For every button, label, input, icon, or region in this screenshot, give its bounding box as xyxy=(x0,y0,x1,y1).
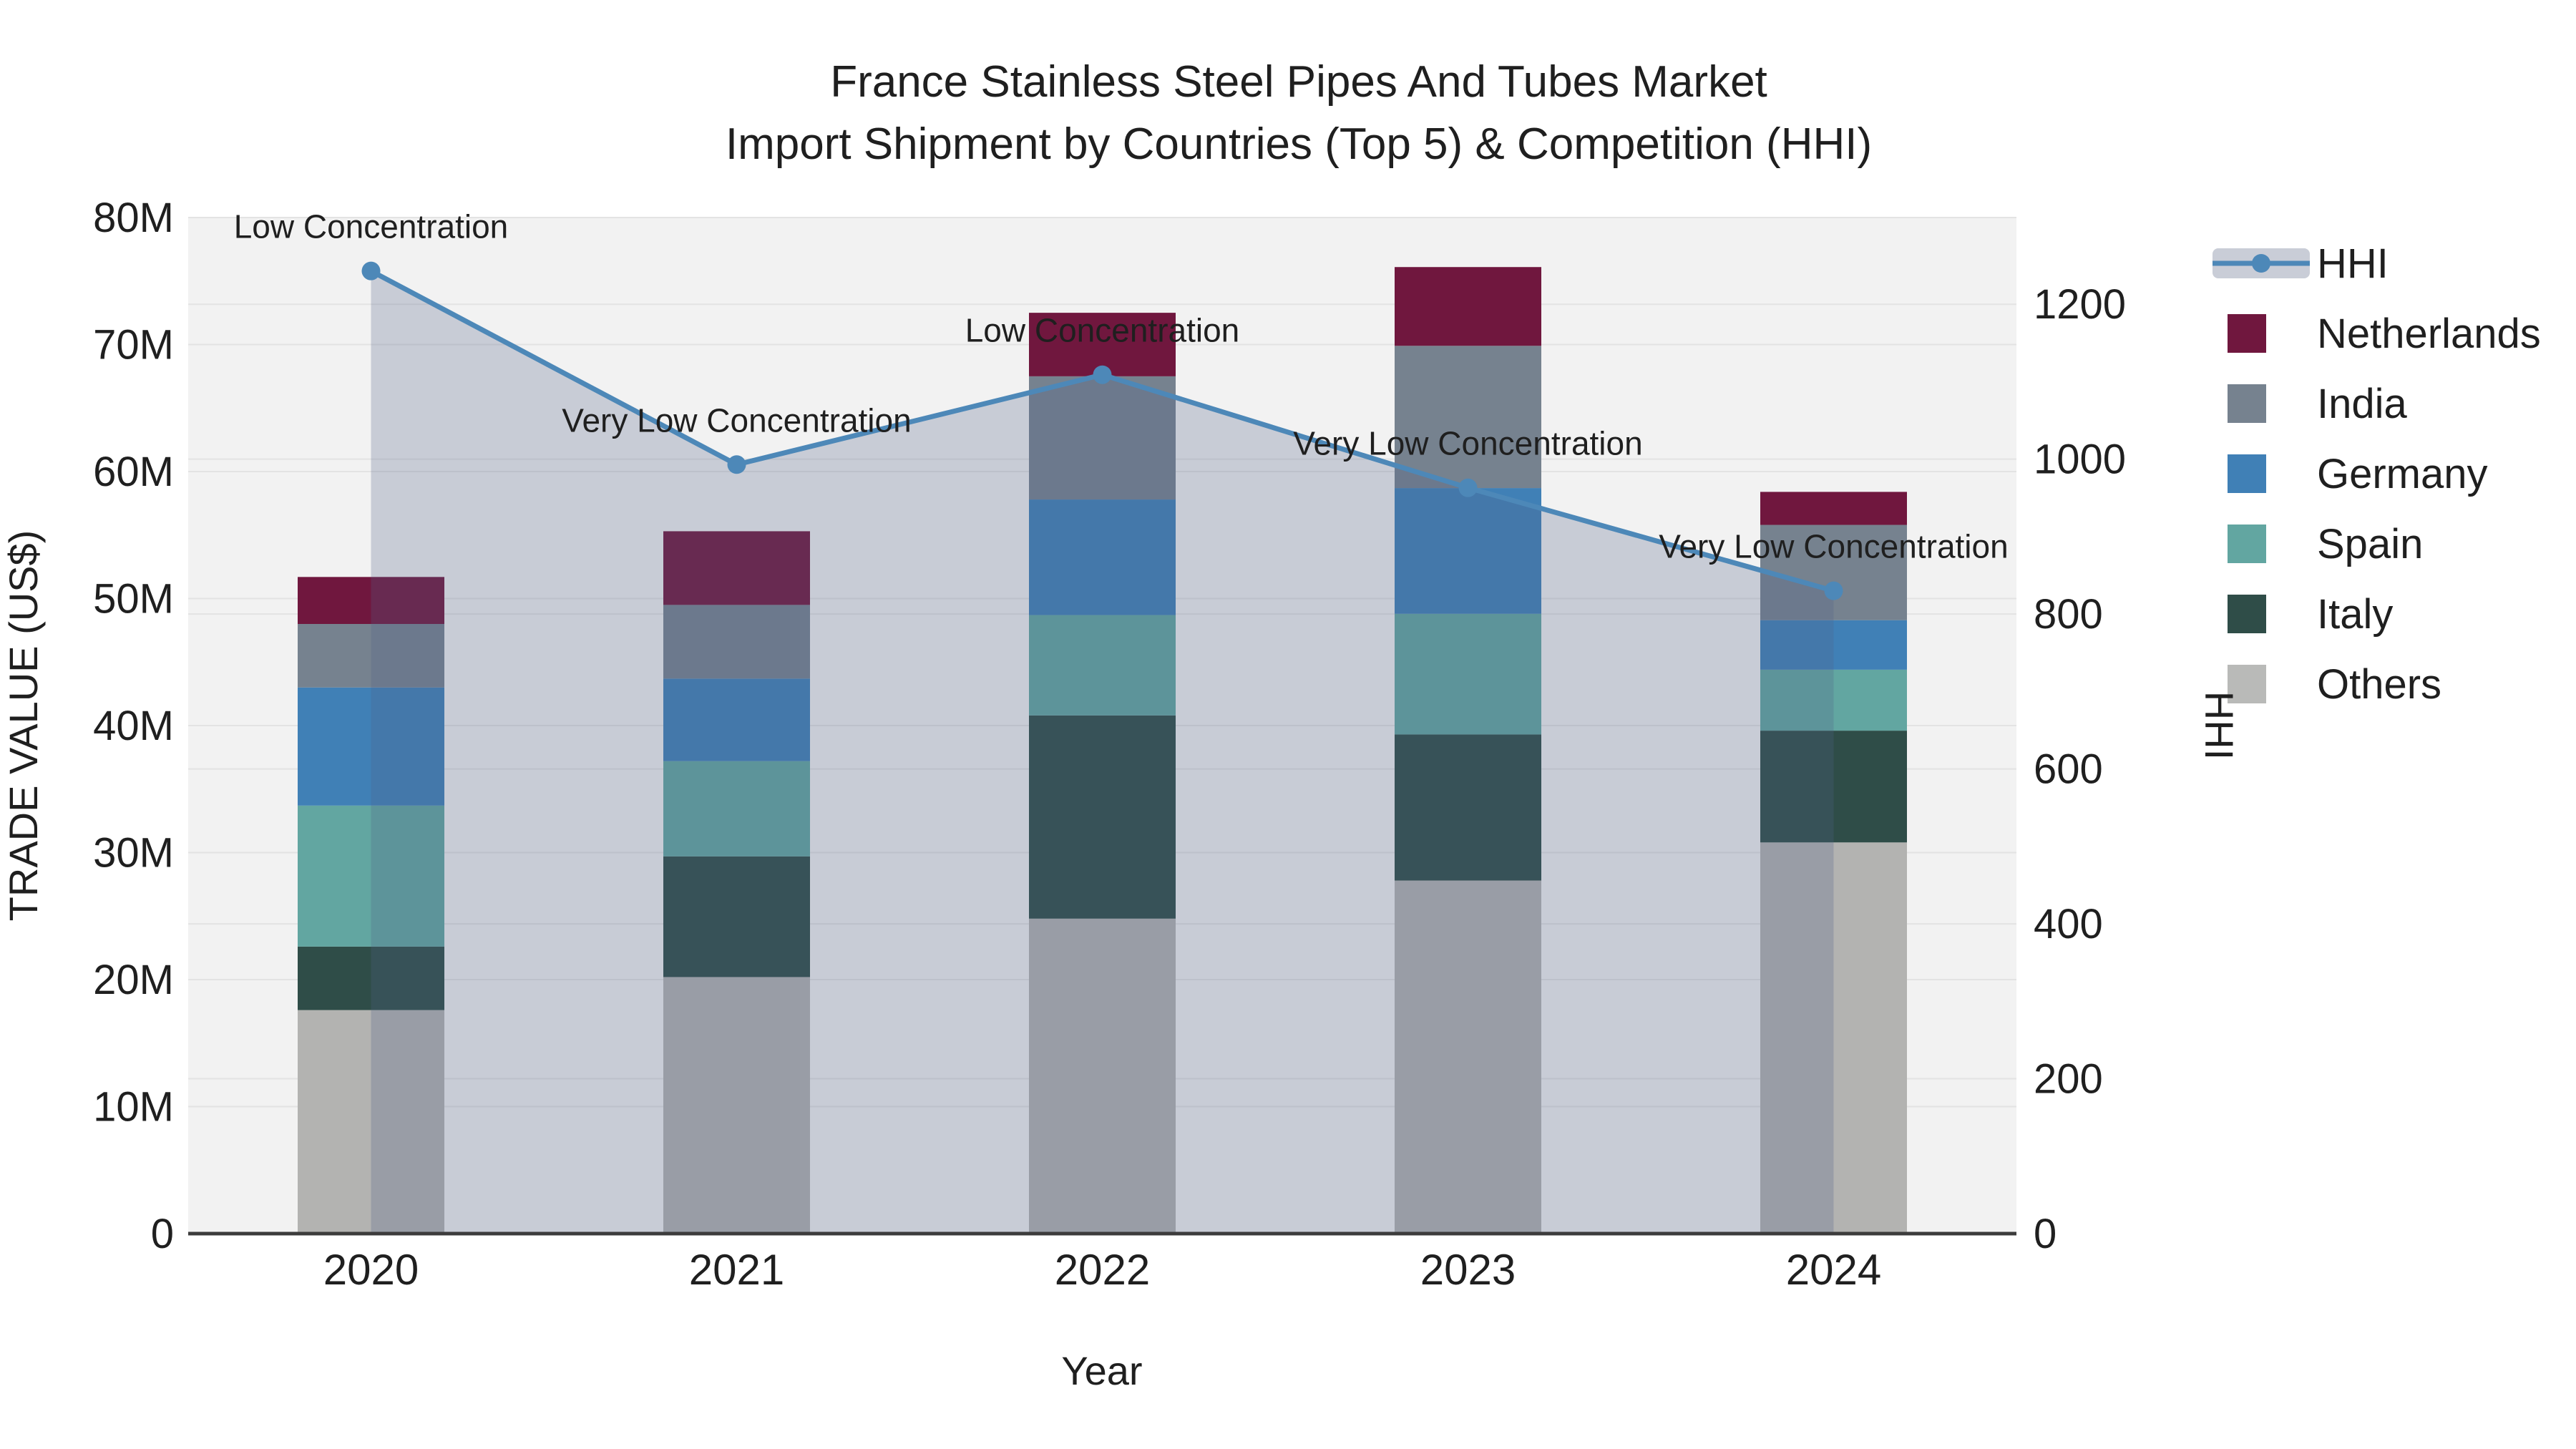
legend-label-netherlands: Netherlands xyxy=(2317,311,2541,357)
bar-segment-spain-2020[interactable] xyxy=(298,805,444,947)
legend-swatch-italy xyxy=(2228,595,2266,633)
annotations: Low Concentration Very Low Concentration L… xyxy=(234,208,2009,565)
bar-segment-italy-2020[interactable] xyxy=(298,946,444,1010)
bar-segment-others-2020[interactable] xyxy=(298,1010,444,1234)
annotation-2020: Low Concentration xyxy=(234,208,509,245)
hhi-line xyxy=(361,261,1843,600)
x-axis-title: Year xyxy=(1061,1348,1142,1393)
y-left-tick: 50M xyxy=(93,576,174,623)
y-left-tick: 60M xyxy=(93,449,174,495)
chart-title-line1: France Stainless Steel Pipes And Tubes M… xyxy=(830,57,1767,107)
bar-segment-germany-2022[interactable] xyxy=(1029,499,1176,615)
y-right-tick: 400 xyxy=(2034,901,2103,947)
y-left-tick: 20M xyxy=(93,957,174,1003)
annotation-2024: Very Low Concentration xyxy=(1659,528,2008,565)
legend-label-spain: Spain xyxy=(2317,521,2423,567)
bar-segment-spain-2021[interactable] xyxy=(663,761,810,857)
x-tick-2022: 2022 xyxy=(1055,1246,1150,1294)
legend-swatch-india xyxy=(2228,384,2266,423)
bar-segment-italy-2021[interactable] xyxy=(663,856,810,977)
bar-segment-india-2020[interactable] xyxy=(298,624,444,688)
bar-segment-others-2023[interactable] xyxy=(1395,880,1541,1234)
x-tick-2020: 2020 xyxy=(323,1246,419,1294)
bar-segment-netherlands-2020[interactable] xyxy=(298,577,444,624)
bar-segment-netherlands-2021[interactable] xyxy=(663,531,810,605)
legend-label-italy: Italy xyxy=(2317,591,2393,638)
legend-label-hhi: HHI xyxy=(2317,240,2389,287)
legend-label-india: India xyxy=(2317,381,2408,427)
bar-segment-germany-2024[interactable] xyxy=(1760,620,1907,670)
annotation-2021: Very Low Concentration xyxy=(562,401,911,439)
stacked-bars xyxy=(298,267,1907,1234)
bar-segment-spain-2022[interactable] xyxy=(1029,615,1176,716)
y-left-axis-title: TRADE VALUE (US$) xyxy=(1,530,46,922)
bar-segment-others-2024[interactable] xyxy=(1760,842,1907,1234)
bar-segment-india-2024[interactable] xyxy=(1760,525,1907,620)
annotation-2022: Low Concentration xyxy=(965,312,1240,349)
bar-segment-netherlands-2023[interactable] xyxy=(1395,267,1541,346)
y-right-tick: 1200 xyxy=(2034,281,2126,328)
bar-segment-spain-2024[interactable] xyxy=(1760,669,1907,731)
legend-item-germany[interactable]: Germany xyxy=(2228,451,2488,497)
bar-segment-italy-2022[interactable] xyxy=(1029,715,1176,919)
legend-item-hhi[interactable]: HHI xyxy=(2212,240,2389,287)
y-right-tick: 200 xyxy=(2034,1056,2103,1103)
y-left-tick: 70M xyxy=(93,322,174,369)
y-left-tick: 40M xyxy=(93,703,174,749)
chart-title-line2: Import Shipment by Countries (Top 5) & C… xyxy=(726,119,1872,169)
legend-label-others: Others xyxy=(2317,661,2441,708)
legend-swatch-others xyxy=(2228,665,2266,703)
hhi-marker-2020[interactable] xyxy=(361,261,381,280)
legend-item-netherlands[interactable]: Netherlands xyxy=(2228,311,2541,357)
y-right-tick: 1000 xyxy=(2034,436,2126,483)
annotation-2023: Very Low Concentration xyxy=(1293,425,1642,462)
bar-segment-italy-2023[interactable] xyxy=(1395,734,1541,881)
legend-swatch-spain xyxy=(2228,525,2266,563)
legend-item-others[interactable]: Others xyxy=(2228,661,2441,708)
bar-segment-germany-2023[interactable] xyxy=(1395,488,1541,614)
bar-segment-italy-2024[interactable] xyxy=(1760,731,1907,843)
y-right-tick: 800 xyxy=(2034,591,2103,638)
y-left-tick: 10M xyxy=(93,1084,174,1131)
hhi-marker-2024[interactable] xyxy=(1824,581,1843,600)
legend-swatch-germany xyxy=(2228,454,2266,493)
hhi-legend-marker xyxy=(2252,254,2270,273)
bar-segment-others-2022[interactable] xyxy=(1029,918,1176,1234)
y-left-tick: 0 xyxy=(151,1211,174,1257)
bar-segment-india-2023[interactable] xyxy=(1395,346,1541,489)
y-right-tick: 600 xyxy=(2034,746,2103,793)
legend-swatch-netherlands xyxy=(2228,314,2266,353)
bar-segment-netherlands-2024[interactable] xyxy=(1760,492,1907,525)
bar-segment-india-2021[interactable] xyxy=(663,605,810,679)
hhi-area xyxy=(371,270,1834,1234)
legend-label-germany: Germany xyxy=(2317,451,2488,497)
y-right-tick: 0 xyxy=(2034,1211,2057,1257)
hhi-area-fill xyxy=(371,270,1834,1234)
x-tick-2024: 2024 xyxy=(1786,1246,1881,1294)
legend-item-italy[interactable]: Italy xyxy=(2228,591,2393,638)
bar-segment-germany-2021[interactable] xyxy=(663,678,810,761)
legend: HHI Netherlands India Germany Spain Italy Othe… xyxy=(2212,240,2541,708)
y-left-tick: 30M xyxy=(93,830,174,877)
bar-segment-others-2021[interactable] xyxy=(663,977,810,1234)
hhi-marker-2021[interactable] xyxy=(727,455,746,474)
legend-item-spain[interactable]: Spain xyxy=(2228,521,2423,567)
tick-labels: 0 10M 20M 30M 40M 50M 60M 70M 80M 0 200 400 600 800 10… xyxy=(93,195,2126,1294)
hhi-marker-2022[interactable] xyxy=(1093,365,1112,384)
bar-segment-spain-2023[interactable] xyxy=(1395,613,1541,735)
x-tick-2021: 2021 xyxy=(689,1246,784,1294)
bar-segment-germany-2020[interactable] xyxy=(298,687,444,806)
bar-segment-india-2022[interactable] xyxy=(1029,376,1176,500)
y-left-tick: 80M xyxy=(93,195,174,241)
x-tick-2023: 2023 xyxy=(1420,1246,1516,1294)
legend-item-india[interactable]: India xyxy=(2228,381,2408,427)
hhi-marker-2023[interactable] xyxy=(1458,478,1478,497)
y-right-axis-title: HHI xyxy=(2197,691,2242,760)
